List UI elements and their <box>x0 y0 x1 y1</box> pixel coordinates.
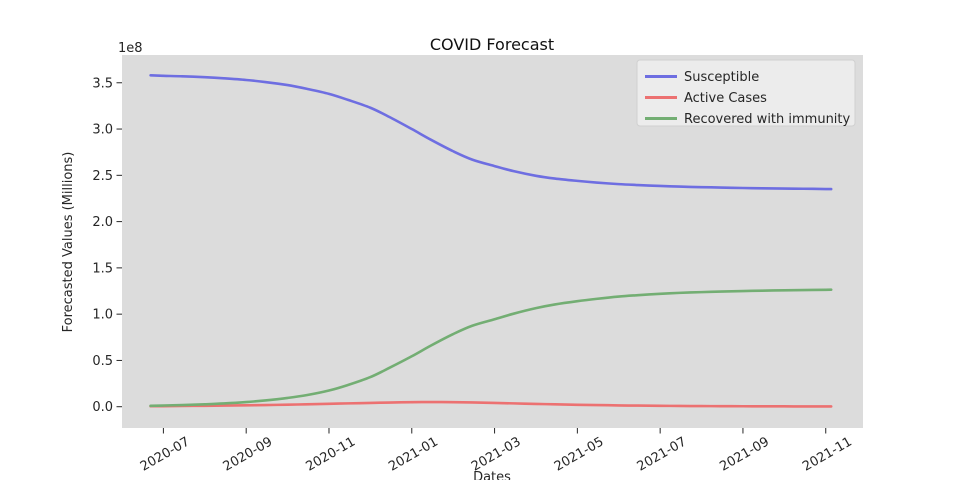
y-tick-label: 0.0 <box>92 400 113 415</box>
y-axis-offset-text: 1e8 <box>118 41 143 56</box>
legend-entry-susceptible: Susceptible <box>645 70 759 85</box>
y-tick-label: 2.0 <box>92 215 113 230</box>
series-line-susceptible <box>149 74 833 191</box>
y-tick-label: 1.0 <box>92 308 113 323</box>
x-axis-label: Dates <box>473 470 511 480</box>
y-tick-label: 3.5 <box>92 76 113 91</box>
legend-entry-active-cases: Active Cases <box>645 91 767 106</box>
legend-label-recovered: Recovered with immunity <box>684 112 851 127</box>
y-tick-label: 1.5 <box>92 261 113 276</box>
chart-title: COVID Forecast <box>430 35 554 54</box>
legend-label-active-cases: Active Cases <box>684 91 767 106</box>
series-lines <box>149 74 833 408</box>
legend-box <box>636 59 856 127</box>
series-line-active-cases <box>149 400 833 408</box>
legend-label-susceptible: Susceptible <box>684 70 759 85</box>
series-line-recovered-with-immunity <box>149 288 833 408</box>
y-tick-label: 2.5 <box>92 169 113 184</box>
legend-entry-recovered: Recovered with immunity <box>645 112 851 127</box>
y-tick-label: 3.0 <box>92 123 113 138</box>
y-axis-label: Forecasted Values (Millions) <box>61 152 76 333</box>
y-tick-label: 0.5 <box>92 354 113 369</box>
legend: Susceptible Active Cases Recovered with … <box>636 59 856 127</box>
